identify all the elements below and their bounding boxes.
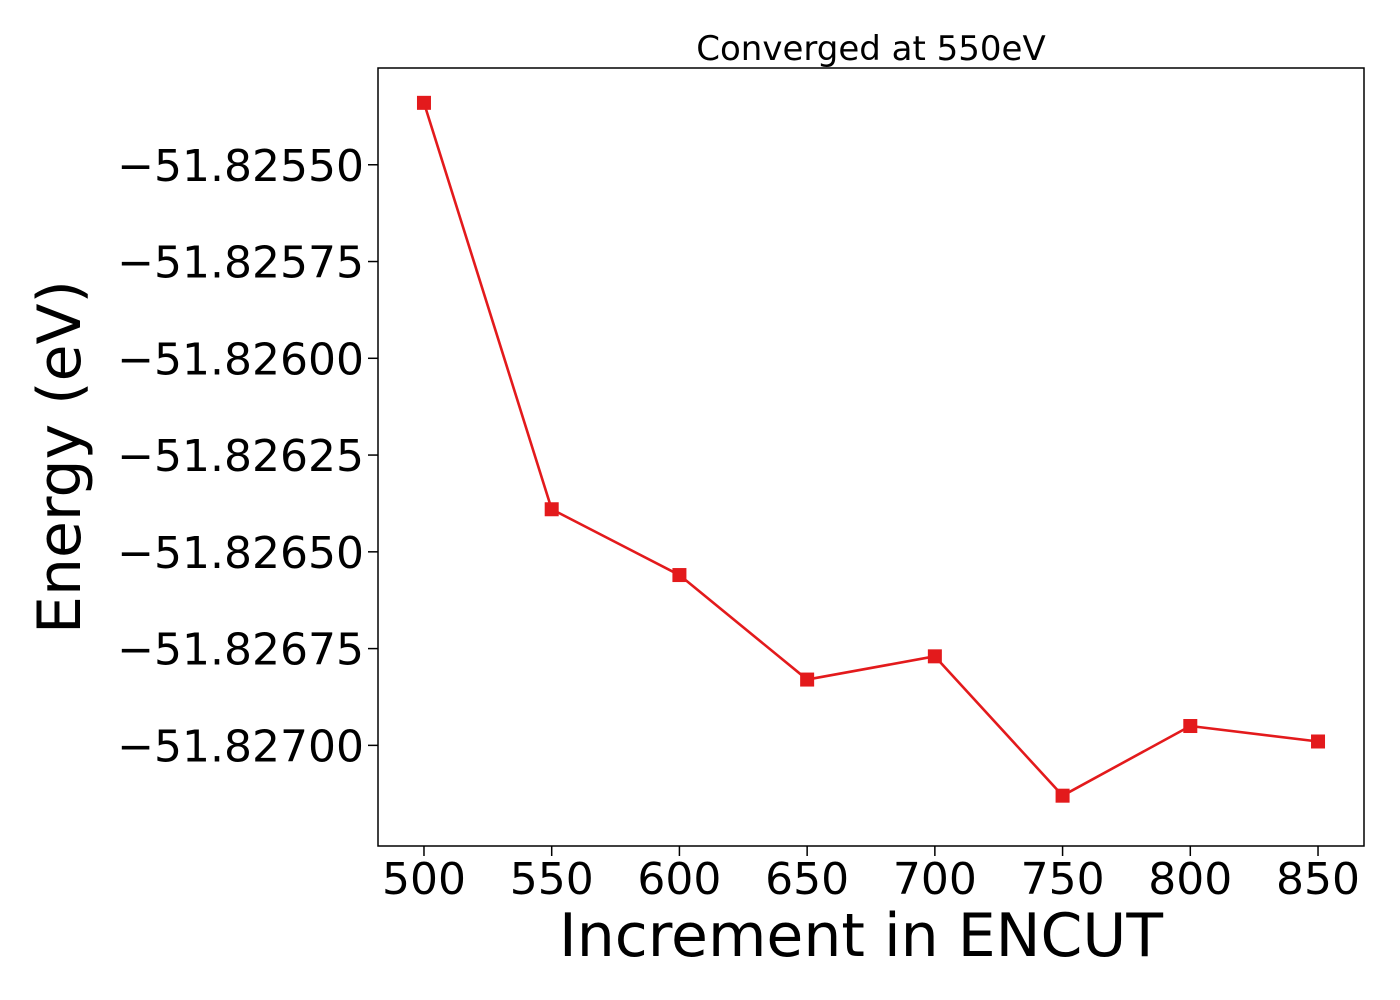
y-tick-label: −51.82550 [117,141,364,192]
data-point-marker [544,502,559,517]
plot-area-frame [377,67,1365,847]
y-axis-ticks: −51.82550 −51.82575 −51.82600 −51.82625 −51.… [117,141,378,772]
x-tick-label: 500 [382,854,466,905]
x-tick-label: 600 [637,854,721,905]
data-point-marker [800,672,815,687]
data-point-marker [927,649,942,664]
x-tick-label: 750 [1021,854,1105,905]
x-tick-label: 800 [1148,854,1232,905]
chart-title: Converged at 550eV [696,29,1045,69]
data-point-marker [1311,734,1326,749]
x-tick-label: 700 [893,854,977,905]
y-tick-label: −51.82675 [117,625,364,676]
series-line [422,102,1319,797]
x-tick-label: 550 [510,854,594,905]
x-axis-label: Increment in ENCUT [559,901,1163,971]
data-point-marker [1055,788,1070,803]
y-tick-label: −51.82650 [117,528,364,579]
y-axis-label: Energy (eV) [25,280,95,634]
y-tick-label: −51.82600 [117,334,364,385]
y-tick-label: −51.82575 [117,238,364,289]
x-axis-ticks: 500 550 600 650 700 750 800 850 [382,846,1360,905]
series-layer [416,95,1326,803]
y-tick-label: −51.82700 [117,721,364,772]
x-tick-label: 850 [1276,854,1360,905]
data-point-marker [416,95,431,110]
y-tick-label: −51.82625 [117,431,364,482]
data-point-marker [1183,719,1198,734]
data-point-marker [672,568,687,583]
x-tick-label: 650 [765,854,849,905]
